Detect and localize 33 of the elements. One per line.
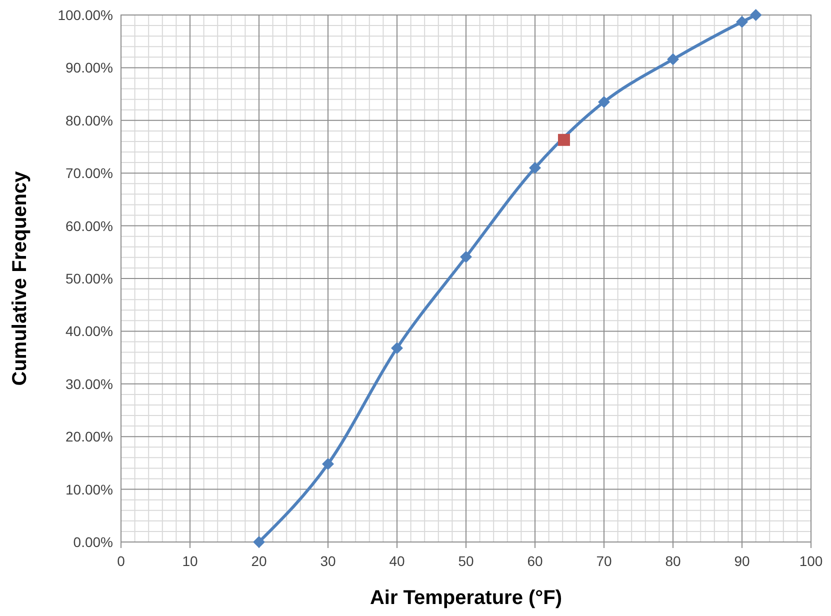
- y-tick-label: 100.00%: [58, 7, 113, 23]
- y-tick-label: 80.00%: [66, 112, 113, 128]
- point: [322, 458, 334, 470]
- x-tick-label: 40: [389, 553, 405, 569]
- point: [558, 134, 570, 146]
- y-tick-label: 90.00%: [66, 60, 113, 76]
- y-tick-label: 60.00%: [66, 218, 113, 234]
- point: [736, 16, 748, 28]
- x-tick-label: 80: [665, 553, 681, 569]
- y-tick-label: 10.00%: [66, 481, 113, 498]
- y-axis-title: Cumulative Frequency: [9, 170, 31, 386]
- y-tick-label: 20.00%: [66, 428, 113, 445]
- x-tick-label: 90: [734, 553, 750, 569]
- x-tick-label: 60: [527, 553, 543, 569]
- x-tick-label: 0: [117, 553, 126, 569]
- point: [391, 342, 403, 354]
- x-tick-label: 70: [596, 553, 612, 569]
- y-tick-label: 0.00%: [73, 534, 113, 550]
- x-tick-label: 30: [320, 553, 336, 569]
- y-tick-label: 70.00%: [66, 165, 113, 182]
- y-tick-label: 50.00%: [66, 270, 113, 286]
- point: [750, 9, 762, 21]
- point: [598, 96, 610, 108]
- point: [460, 250, 472, 263]
- x-tick-label: 20: [251, 553, 267, 569]
- x-axis-title: Air Temperature (°F): [370, 587, 562, 609]
- x-tick-label: 10: [182, 553, 198, 569]
- x-tick-label: 50: [458, 553, 474, 569]
- point: [667, 53, 679, 66]
- y-tick-label: 30.00%: [66, 376, 113, 392]
- x-tick-label: 100: [799, 553, 823, 569]
- y-tick-label: 40.00%: [66, 323, 113, 340]
- point: [529, 162, 541, 174]
